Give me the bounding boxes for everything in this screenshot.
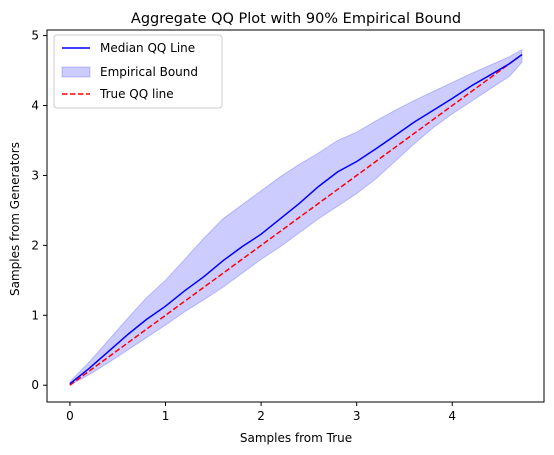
y-tick-label: 4 (31, 99, 39, 113)
y-tick-label: 5 (31, 29, 39, 43)
x-tick-label: 1 (162, 409, 170, 423)
legend-bound-swatch (61, 66, 91, 78)
x-tick-label: 3 (353, 409, 361, 423)
y-axis-label: Samples from Generators (8, 142, 22, 296)
median-qq-line (69, 53, 523, 385)
legend-label-bound: Empirical Bound (100, 65, 198, 79)
legend: Median QQ Line Empirical Bound True QQ l… (53, 34, 223, 109)
y-tick-label: 1 (31, 308, 39, 322)
y-tick-label: 3 (31, 168, 39, 182)
y-tick-label: 0 (31, 378, 39, 392)
empirical-bound-band (69, 48, 523, 387)
legend-label-median: Median QQ Line (100, 41, 195, 55)
legend-label-true: True QQ line (99, 87, 174, 101)
legend-frame (53, 34, 223, 109)
x-tick-label: 2 (257, 409, 265, 423)
true-qq-line (69, 55, 520, 386)
y-tick-label: 2 (31, 238, 39, 252)
plot-area (69, 48, 523, 387)
chart-title: Aggregate QQ Plot with 90% Empirical Bou… (131, 11, 461, 27)
x-axis-label: Samples from True (240, 431, 352, 445)
axes: 0 1 2 3 4 0 1 2 3 4 5 (31, 29, 545, 423)
axes-frame (46, 29, 545, 403)
x-tick-label: 0 (66, 409, 74, 423)
x-tick-label: 4 (448, 409, 456, 423)
